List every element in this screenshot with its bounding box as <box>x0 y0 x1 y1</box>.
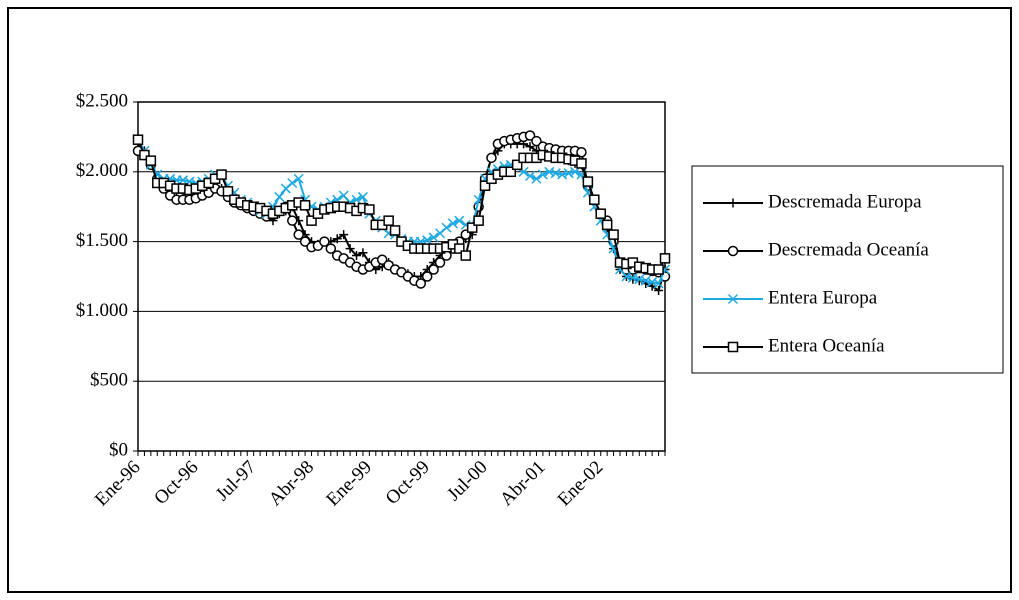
legend-marker <box>727 293 739 305</box>
data-point <box>319 236 330 247</box>
data-point <box>389 225 401 236</box>
data-point <box>358 248 368 258</box>
data-point <box>524 130 536 141</box>
data-point <box>601 219 613 231</box>
data-point <box>479 180 491 192</box>
data-point <box>132 134 144 145</box>
data-point <box>287 177 298 188</box>
data-point <box>576 158 587 169</box>
data-point <box>306 215 317 226</box>
data-point <box>345 244 355 254</box>
legend-label: Descremada Europa <box>768 191 922 212</box>
data-point <box>352 251 362 261</box>
data-point <box>293 173 304 184</box>
data-point <box>441 222 452 233</box>
data-point <box>454 215 465 226</box>
data-point <box>589 194 600 205</box>
data-point <box>473 215 484 226</box>
data-point <box>293 229 304 240</box>
data-point <box>376 254 388 265</box>
data-point <box>299 236 311 247</box>
legend-label: Entera Oceanía <box>768 335 885 356</box>
y-tick-label: $0 <box>109 439 128 460</box>
data-point <box>139 149 150 161</box>
data-point <box>222 186 234 197</box>
data-point <box>653 264 664 275</box>
y-tick-label: $2.000 <box>76 160 128 181</box>
data-point <box>595 208 606 219</box>
legend-label: Descremada Oceanía <box>768 239 929 260</box>
data-point <box>216 169 227 180</box>
data-point <box>332 234 342 244</box>
data-point <box>582 176 594 187</box>
data-point <box>460 250 472 261</box>
y-tick-label: $500 <box>90 370 128 391</box>
data-point <box>505 166 517 178</box>
data-point <box>447 218 458 229</box>
data-point <box>428 232 439 243</box>
data-point <box>531 173 542 184</box>
data-point <box>654 285 664 295</box>
y-tick-label: $1.000 <box>76 300 128 321</box>
data-point <box>422 235 433 246</box>
data-point <box>511 159 523 171</box>
data-point <box>569 166 581 177</box>
legend-marker <box>727 245 739 257</box>
data-point <box>576 147 587 158</box>
data-point <box>653 278 664 289</box>
data-point <box>434 257 446 268</box>
data-point <box>415 278 427 289</box>
data-point <box>659 253 671 264</box>
data-point <box>325 243 337 254</box>
data-point <box>421 271 433 282</box>
y-tick-label: $2.500 <box>76 90 128 111</box>
y-tick-label: $1.500 <box>76 230 128 251</box>
data-point <box>274 191 285 202</box>
legend-label: Entera Europa <box>768 287 878 308</box>
data-point <box>466 222 478 233</box>
data-point <box>357 191 368 202</box>
data-point <box>286 215 298 226</box>
data-point <box>299 200 311 211</box>
data-point <box>454 243 465 254</box>
data-point <box>525 142 535 152</box>
data-point <box>525 170 536 182</box>
legend-marker <box>727 341 739 353</box>
data-point <box>537 169 548 180</box>
data-point <box>351 194 362 205</box>
legend-box <box>691 165 1004 374</box>
data-point <box>428 264 439 275</box>
data-point <box>145 155 157 166</box>
data-point <box>608 229 619 240</box>
data-point <box>364 204 375 215</box>
data-point <box>339 230 349 240</box>
data-point <box>531 135 542 147</box>
data-point <box>486 152 497 164</box>
data-point <box>383 215 394 226</box>
legend-marker <box>728 198 738 208</box>
